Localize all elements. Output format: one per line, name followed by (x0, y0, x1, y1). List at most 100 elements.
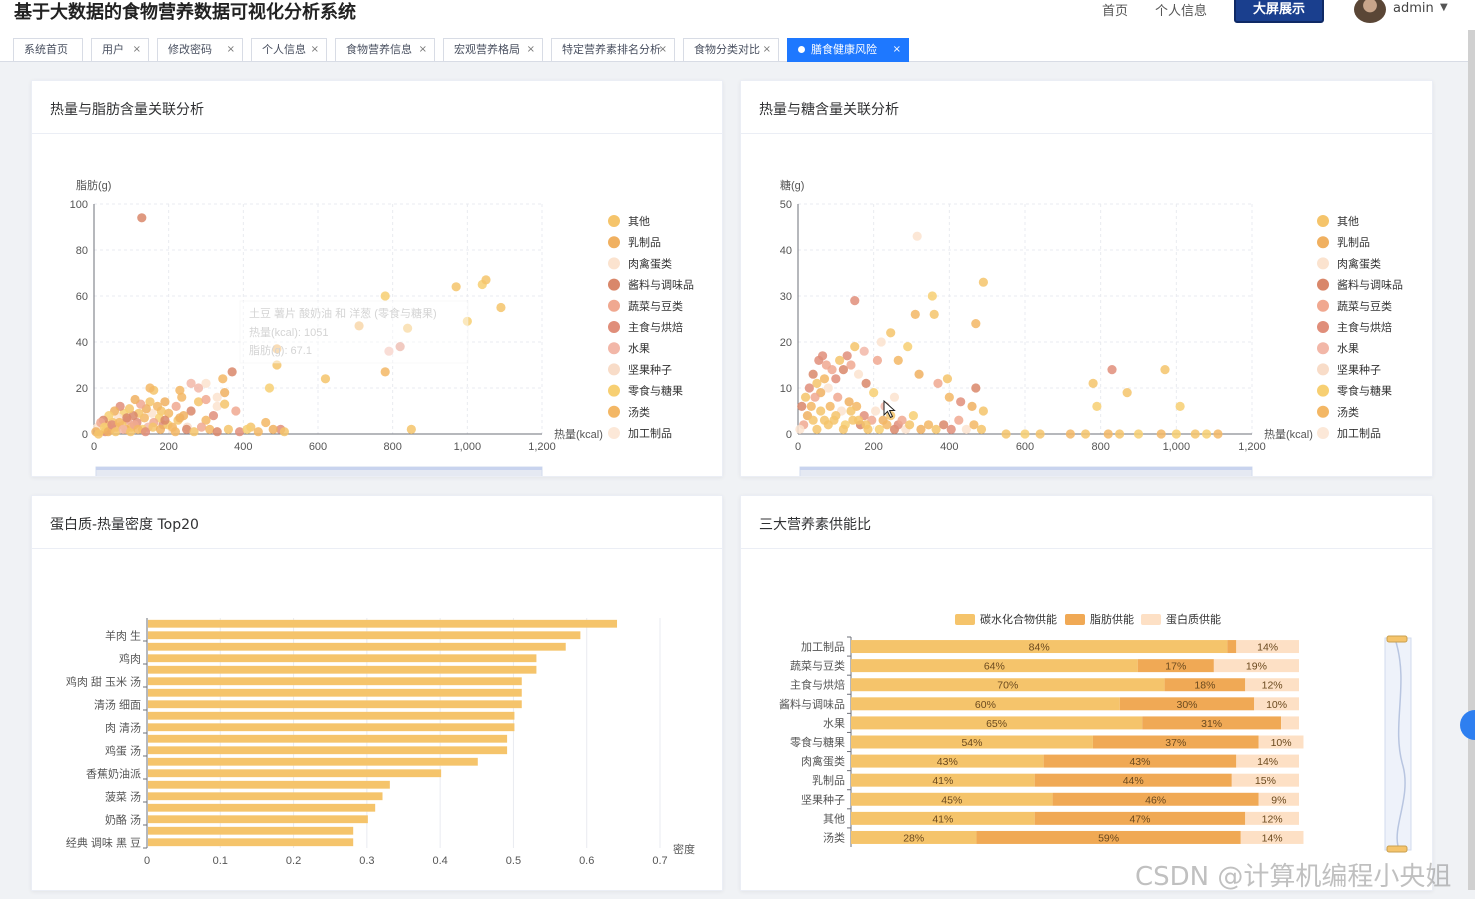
bigscreen-button[interactable]: 大屏展示 (1234, 0, 1324, 23)
data-point (872, 355, 883, 365)
user-name[interactable]: admin (1393, 1, 1434, 16)
close-icon[interactable]: × (226, 44, 235, 55)
avatar[interactable] (1354, 0, 1386, 23)
tab-6[interactable]: 特定营养素排名分析 × (551, 38, 675, 62)
tab-4[interactable]: 食物营养信息 × (335, 38, 435, 62)
data-point (1202, 429, 1212, 439)
tab-0[interactable]: 系统首页 (13, 38, 83, 62)
legend-label: 水果 (1337, 342, 1359, 355)
close-icon[interactable]: × (526, 44, 535, 55)
y-tick-label: 汤类 (823, 830, 845, 844)
x-tick-label: 600 (1016, 441, 1034, 453)
data-label: 14% (1262, 832, 1283, 844)
tab-3[interactable]: 个人信息 × (251, 38, 327, 62)
y-axis-label: 糖(g) (780, 178, 804, 192)
tab-1[interactable]: 用户 × (91, 38, 149, 62)
data-point (395, 342, 405, 352)
close-icon[interactable]: × (132, 44, 141, 55)
tab-5[interactable]: 宏观营养格局 × (443, 38, 543, 62)
bar (148, 746, 508, 755)
data-point (320, 374, 331, 384)
y-tick-label: 水果 (823, 717, 845, 730)
close-icon[interactable]: × (310, 44, 319, 55)
bar-segment (1231, 773, 1299, 787)
data-point (808, 369, 818, 379)
data-point (821, 360, 831, 370)
bar-segment (1092, 735, 1259, 749)
caret-down-icon[interactable]: ▼ (1440, 2, 1448, 13)
bar (148, 677, 522, 686)
close-icon[interactable]: × (658, 44, 667, 55)
data-point (825, 401, 835, 411)
data-label: 43% (1129, 756, 1150, 768)
legend-swatch (1317, 342, 1329, 355)
fat-scatter-panel: 热量与脂肪含量关联分析 0 20 40 60 80 100 0 200 400 600 800 1,0… (31, 80, 723, 477)
y-tick-label: 其他 (823, 812, 845, 825)
tooltip-title: 土豆 薯片 酸奶油 和 洋葱 (零食与糖果) (249, 306, 437, 320)
data-point (253, 427, 263, 437)
fat-scatter-chart[interactable]: 0 20 40 60 80 100 0 200 400 600 800 1,000 1,200 脂肪(g)… (32, 81, 723, 477)
legend-swatch (1317, 384, 1329, 397)
data-point (218, 374, 228, 384)
data-point (175, 413, 185, 423)
side-toggle-button[interactable] (1460, 710, 1475, 740)
x-tick-label: 0.6 (579, 855, 594, 867)
tab-2[interactable]: 修改密码 × (157, 38, 243, 62)
legend-label: 坚果种子 (628, 362, 672, 376)
bar-segment (851, 811, 1035, 825)
data-point (1065, 429, 1075, 439)
energy-ratio-chart[interactable]: 碳水化合物供能 脂肪供能 蛋白质供能 84% 14% 加工制品 64% 17% 19% 蔬菜与豆类… (741, 496, 1433, 891)
y-tick-label: 零食与糖果 (790, 735, 845, 749)
bar (148, 700, 522, 709)
data-point (196, 422, 207, 432)
bar-segment (1240, 830, 1304, 844)
data-point (111, 427, 121, 437)
tab-7[interactable]: 食物分类对比 × (683, 38, 779, 62)
legend-swatch (1317, 257, 1329, 270)
close-icon[interactable]: × (418, 44, 427, 55)
nav-profile-link[interactable]: 个人信息 (1155, 4, 1208, 19)
x-axis-label: 热量(kcal) (554, 428, 603, 441)
y-tick-label: 加工制品 (801, 641, 845, 654)
x-axis-label: 密度 (673, 842, 695, 856)
app-title: 基于大数据的食物营养数据可视化分析系统 (14, 2, 356, 23)
x-tick-label: 0 (144, 855, 150, 867)
bar-segment (851, 754, 1044, 768)
x-tick-label: 400 (940, 441, 958, 453)
bar-segment (851, 678, 1165, 692)
close-icon[interactable]: × (892, 44, 901, 55)
data-label: 31% (1201, 718, 1222, 730)
data-point (897, 415, 907, 425)
close-icon[interactable]: × (762, 44, 771, 55)
x-tick-label: 0.1 (213, 855, 228, 867)
data-label: 12% (1262, 813, 1283, 825)
protein-density-chart[interactable]: 0 0.1 0.2 0.3 0.4 0.5 0.6 0.7 经典 调味 黑 豆 奶酪 汤 菠菜 汤 香… (32, 496, 723, 891)
data-point (808, 415, 818, 425)
x-tick-label: 600 (309, 441, 327, 453)
data-point (1107, 365, 1117, 375)
bar-segment (851, 659, 1138, 673)
bar-segment (1137, 659, 1214, 673)
legend-swatch (1317, 427, 1329, 439)
data-label: 19% (1246, 661, 1267, 673)
data-label: 14% (1257, 642, 1278, 654)
data-point (220, 399, 230, 409)
tab-label: 宏观营养格局 (454, 43, 520, 56)
legend-swatch (608, 427, 620, 439)
nav-home-link[interactable]: 首页 (1102, 4, 1129, 19)
y-tick-label: 酱料与调味品 (779, 697, 845, 711)
data-point (201, 378, 211, 388)
legend-label: 脂肪供能 (1090, 612, 1134, 626)
data-point (1190, 429, 1200, 439)
data-point (1171, 429, 1181, 439)
page-scrollbar[interactable] (1468, 30, 1475, 890)
tab-8[interactable]: 膳食健康风险 × (787, 38, 909, 62)
bar-segment (1034, 773, 1232, 787)
bar (148, 654, 537, 663)
divider (32, 548, 722, 549)
data-point (967, 401, 977, 411)
data-label: 43% (937, 756, 958, 768)
data-point (819, 415, 830, 425)
legend-label: 肉禽蛋类 (628, 256, 672, 270)
